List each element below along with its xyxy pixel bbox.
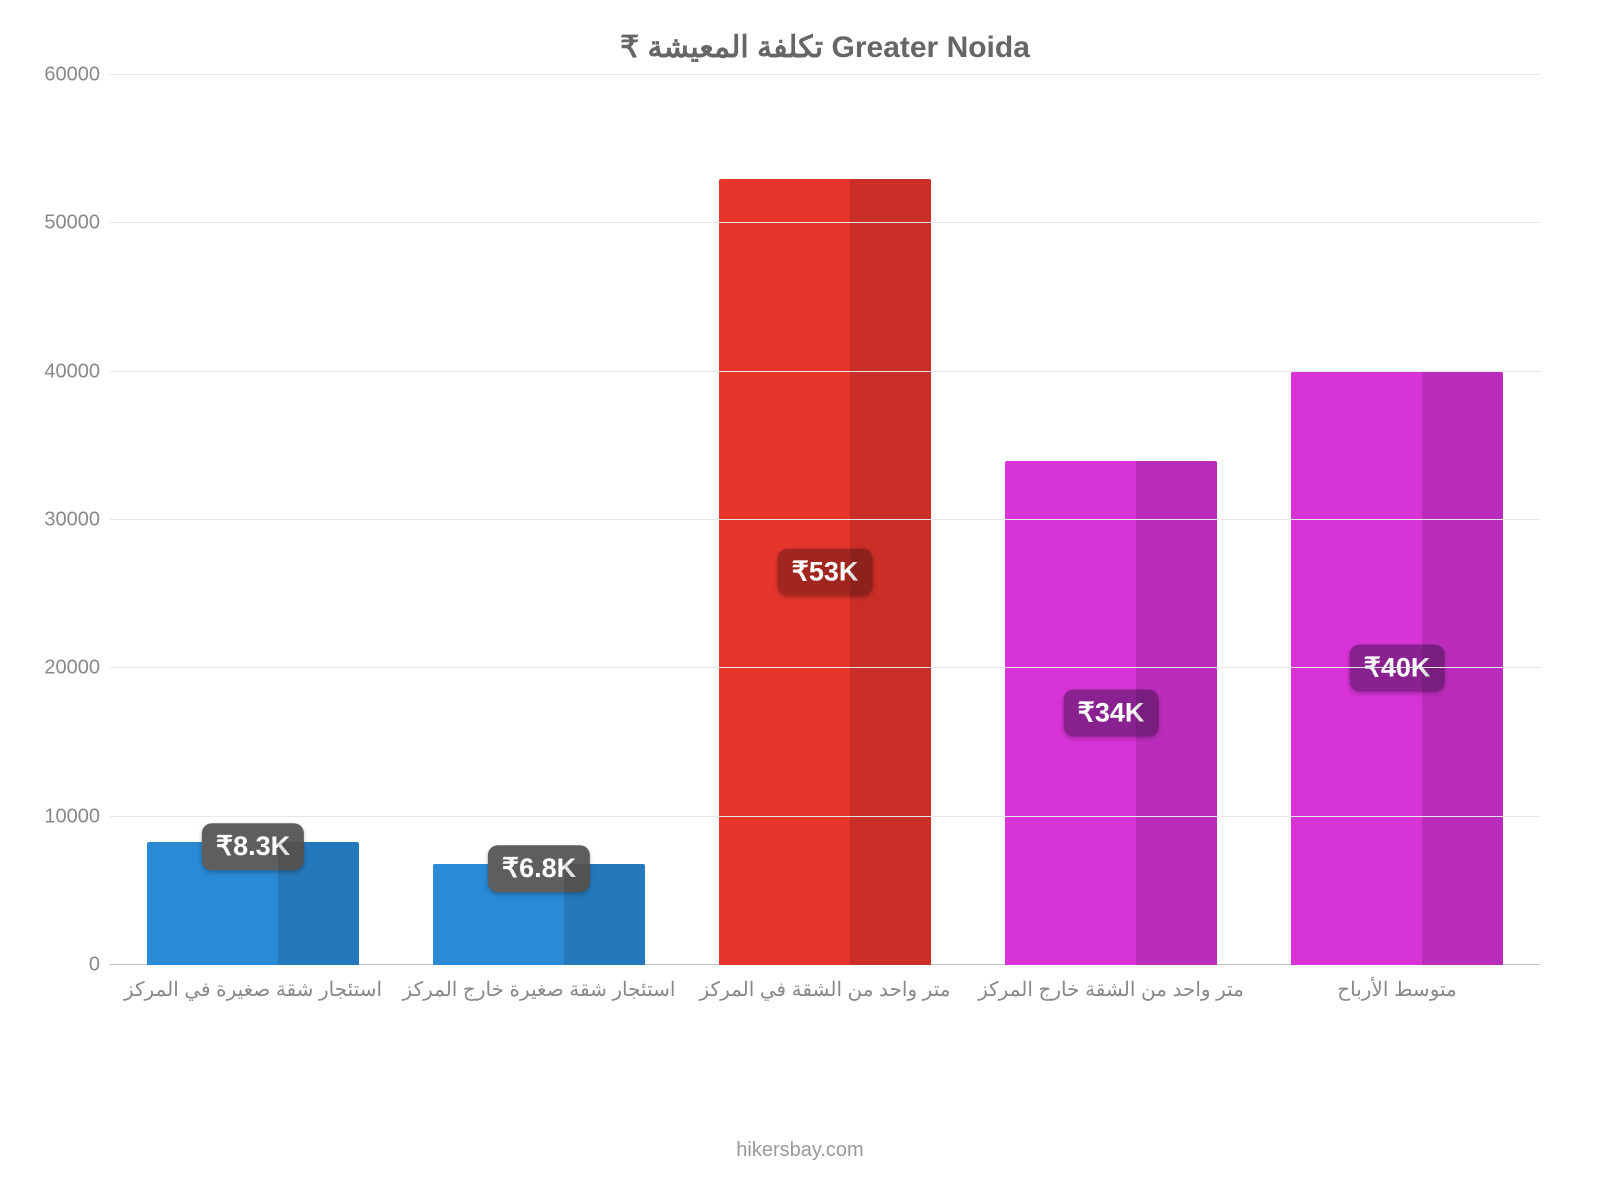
x-axis-label: استئجار شقة صغيرة خارج المركز [396, 977, 682, 1002]
value-badge: ₹34K [1064, 689, 1159, 736]
bar-slot: ₹40K [1254, 75, 1540, 965]
y-tick-label: 20000 [30, 657, 100, 680]
x-axis-label: متر واحد من الشقة في المركز [682, 977, 968, 1002]
x-axis-labels: استئجار شقة صغيرة في المركزاستئجار شقة ص… [110, 977, 1540, 1002]
plot-inner: ₹8.3K₹6.8K₹53K₹34K₹40K 01000020000300004… [110, 75, 1540, 965]
chart-container: Greater Noida تكلفة المعيشة ₹ ₹8.3K ₹6.8K… [0, 0, 1600, 1200]
gridline [110, 519, 1540, 520]
x-axis-label: استئجار شقة صغيرة في المركز [110, 977, 396, 1002]
bar-slot: ₹8.3K [110, 75, 396, 965]
gridline [110, 816, 1540, 817]
value-badge: ₹8.3K [202, 823, 304, 870]
gridline [110, 667, 1540, 668]
bar: ₹34K [1005, 461, 1217, 965]
y-tick-label: 60000 [30, 64, 100, 87]
attribution-text: hikersbay.com [0, 1139, 1600, 1162]
y-tick-label: 50000 [30, 212, 100, 235]
plot-area: ₹8.3K₹6.8K₹53K₹34K₹40K 01000020000300004… [110, 75, 1540, 965]
gridline [110, 222, 1540, 223]
y-tick-label: 40000 [30, 360, 100, 383]
x-axis-label: متر واحد من الشقة خارج المركز [968, 977, 1254, 1002]
x-axis-label: متوسط الأرباح [1254, 977, 1540, 1002]
bar: ₹8.3K [147, 842, 359, 965]
chart-title: Greater Noida تكلفة المعيشة ₹ [110, 30, 1540, 65]
gridline [110, 371, 1540, 372]
bar-slot: ₹6.8K [396, 75, 682, 965]
bar-slot: ₹34K [968, 75, 1254, 965]
value-badge: ₹6.8K [488, 845, 590, 892]
bar-slot: ₹53K [682, 75, 968, 965]
y-tick-label: 30000 [30, 509, 100, 532]
y-tick-label: 0 [30, 954, 100, 977]
y-tick-label: 10000 [30, 805, 100, 828]
bars-group: ₹8.3K ₹6.8K ₹53K ₹34K ₹40K [110, 75, 1540, 965]
value-badge: ₹53K [778, 548, 873, 595]
bar: ₹6.8K [433, 864, 645, 965]
gridline [110, 74, 1540, 75]
bar: ₹53K [719, 179, 931, 965]
